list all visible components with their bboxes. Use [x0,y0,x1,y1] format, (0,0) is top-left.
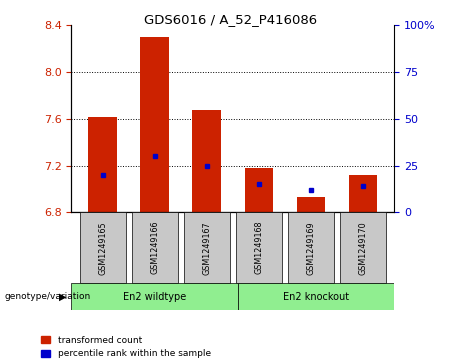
Bar [80,212,125,283]
Text: GSM1249165: GSM1249165 [98,221,107,274]
Text: ▶: ▶ [59,292,66,302]
Text: GSM1249166: GSM1249166 [150,221,159,274]
Bar [244,168,273,212]
Bar [236,212,282,283]
Text: genotype/variation: genotype/variation [5,292,91,301]
Bar [340,212,386,283]
Bar [184,212,230,283]
Legend: transformed count, percentile rank within the sample: transformed count, percentile rank withi… [41,336,211,359]
Bar [349,175,377,212]
Text: GDS6016 / A_52_P416086: GDS6016 / A_52_P416086 [144,13,317,26]
Text: GSM1249169: GSM1249169 [307,221,315,274]
Text: GSM1249170: GSM1249170 [358,221,367,274]
Bar [296,197,325,212]
Bar [132,212,177,283]
Text: En2 wildtype: En2 wildtype [123,292,186,302]
Bar [141,37,169,212]
Bar [89,117,117,212]
Bar [193,110,221,212]
Text: En2 knockout: En2 knockout [283,292,349,302]
Bar [238,283,394,310]
Text: GSM1249168: GSM1249168 [254,221,263,274]
Bar [288,212,334,283]
Bar [71,283,238,310]
Text: GSM1249167: GSM1249167 [202,221,211,274]
